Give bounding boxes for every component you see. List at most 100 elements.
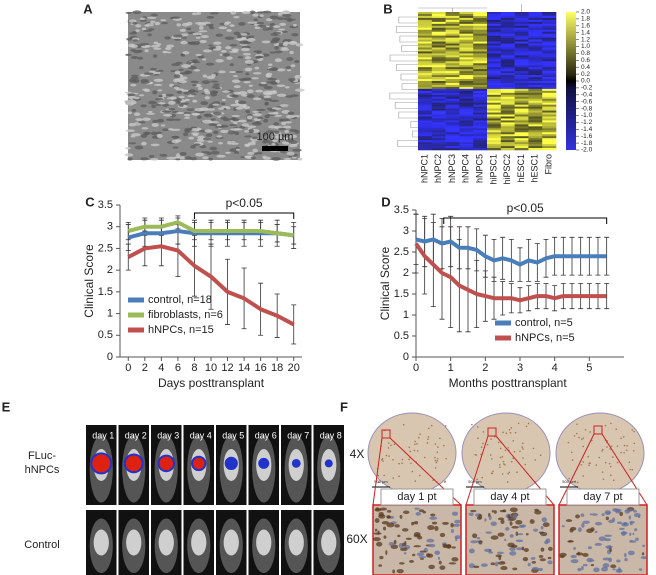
cell	[383, 526, 387, 531]
heatmap-cell	[487, 29, 502, 33]
heatmap-cell	[431, 86, 446, 90]
heatmap-cell	[528, 39, 543, 42]
heatmap-cell	[514, 13, 529, 17]
cell	[280, 48, 290, 51]
cell	[173, 78, 181, 83]
heatmap-cell	[459, 65, 474, 68]
heatmap-cell	[514, 104, 529, 107]
cell	[212, 85, 220, 89]
cell	[157, 69, 164, 72]
heatmap-cell	[487, 128, 502, 131]
heatmap-cell	[418, 12, 433, 15]
section-dot	[398, 475, 400, 478]
heatmap-cell	[500, 21, 515, 25]
cell	[500, 566, 508, 571]
cell	[496, 551, 504, 555]
cell	[174, 118, 182, 121]
heatmap-cell	[514, 146, 529, 149]
cell	[288, 134, 298, 139]
cell	[144, 44, 151, 48]
y-tick-label: 2.5	[98, 242, 113, 254]
cell	[559, 555, 565, 559]
heatmap-cell	[418, 49, 433, 52]
heatmap-cell	[473, 94, 488, 98]
cell	[130, 83, 137, 87]
heatmap-cell	[487, 65, 502, 68]
cell	[187, 95, 195, 98]
cell	[180, 41, 188, 45]
cell	[148, 110, 153, 113]
heatmap-cell	[431, 77, 446, 80]
heatmap-cell	[445, 39, 460, 42]
cell	[287, 77, 296, 82]
section-dot	[392, 458, 394, 461]
cell	[414, 521, 419, 525]
dendrogram	[389, 54, 418, 62]
heatmap-cell	[542, 110, 557, 113]
cell	[629, 532, 632, 536]
heatmap-cell	[473, 88, 488, 92]
heatmap-cell	[431, 23, 446, 27]
heatmap-cell	[514, 124, 529, 127]
cell	[259, 14, 264, 18]
section-dot	[434, 459, 437, 462]
heatmap-cell	[528, 100, 543, 103]
heatmap-cell	[431, 71, 446, 74]
heatmap-cell	[431, 90, 446, 94]
heatmap-cell	[431, 114, 446, 117]
cell	[575, 514, 580, 519]
cell	[541, 517, 547, 523]
colorbar-label: 0.0	[581, 78, 590, 85]
heatmap-cell	[418, 144, 433, 147]
cell	[168, 100, 176, 105]
cell	[160, 19, 167, 22]
heatmap-cell	[514, 51, 529, 54]
heatmap-cell	[418, 57, 433, 60]
cell	[127, 93, 136, 96]
cell	[127, 111, 132, 115]
heatmap-cell	[500, 122, 515, 125]
heatmap-cell	[459, 81, 474, 84]
heatmap-cell	[418, 142, 433, 145]
heatmap-cell	[500, 88, 515, 92]
section-dot	[443, 444, 445, 447]
heatmap-cell	[500, 57, 515, 60]
cell	[195, 21, 202, 25]
cell	[373, 532, 382, 535]
heatmap-cell	[418, 41, 433, 44]
cell	[156, 134, 163, 139]
heatmap-cell	[418, 112, 433, 115]
heatmap-cell	[500, 59, 515, 62]
cell	[428, 543, 436, 548]
cell	[265, 73, 270, 78]
cell	[418, 555, 427, 559]
cell	[409, 559, 414, 563]
cell	[590, 527, 595, 532]
section-dot	[631, 468, 634, 471]
colorbar-label: 0.2	[581, 71, 590, 78]
heatmap-cell	[473, 73, 488, 76]
cell	[144, 49, 149, 53]
heatmap-cell	[487, 146, 502, 149]
section-dot	[499, 456, 502, 459]
cell	[235, 70, 244, 73]
cell	[269, 15, 279, 20]
cell	[511, 525, 519, 529]
cell	[166, 97, 177, 100]
heatmap-cell	[500, 33, 515, 36]
cell	[265, 18, 273, 22]
heatmap-cell	[528, 90, 543, 94]
cell	[509, 507, 518, 513]
heatmap-cell	[528, 140, 543, 143]
cell	[446, 543, 452, 549]
heatmap-cell	[487, 140, 502, 143]
cell	[209, 146, 218, 151]
cell	[241, 123, 250, 127]
cell	[265, 130, 275, 134]
cell	[276, 134, 283, 138]
heatmap-cell	[418, 108, 433, 111]
heatmap-cell	[500, 86, 515, 90]
cell	[253, 50, 263, 53]
heatmap-cell	[542, 86, 557, 90]
heatmap-cell	[542, 75, 557, 78]
